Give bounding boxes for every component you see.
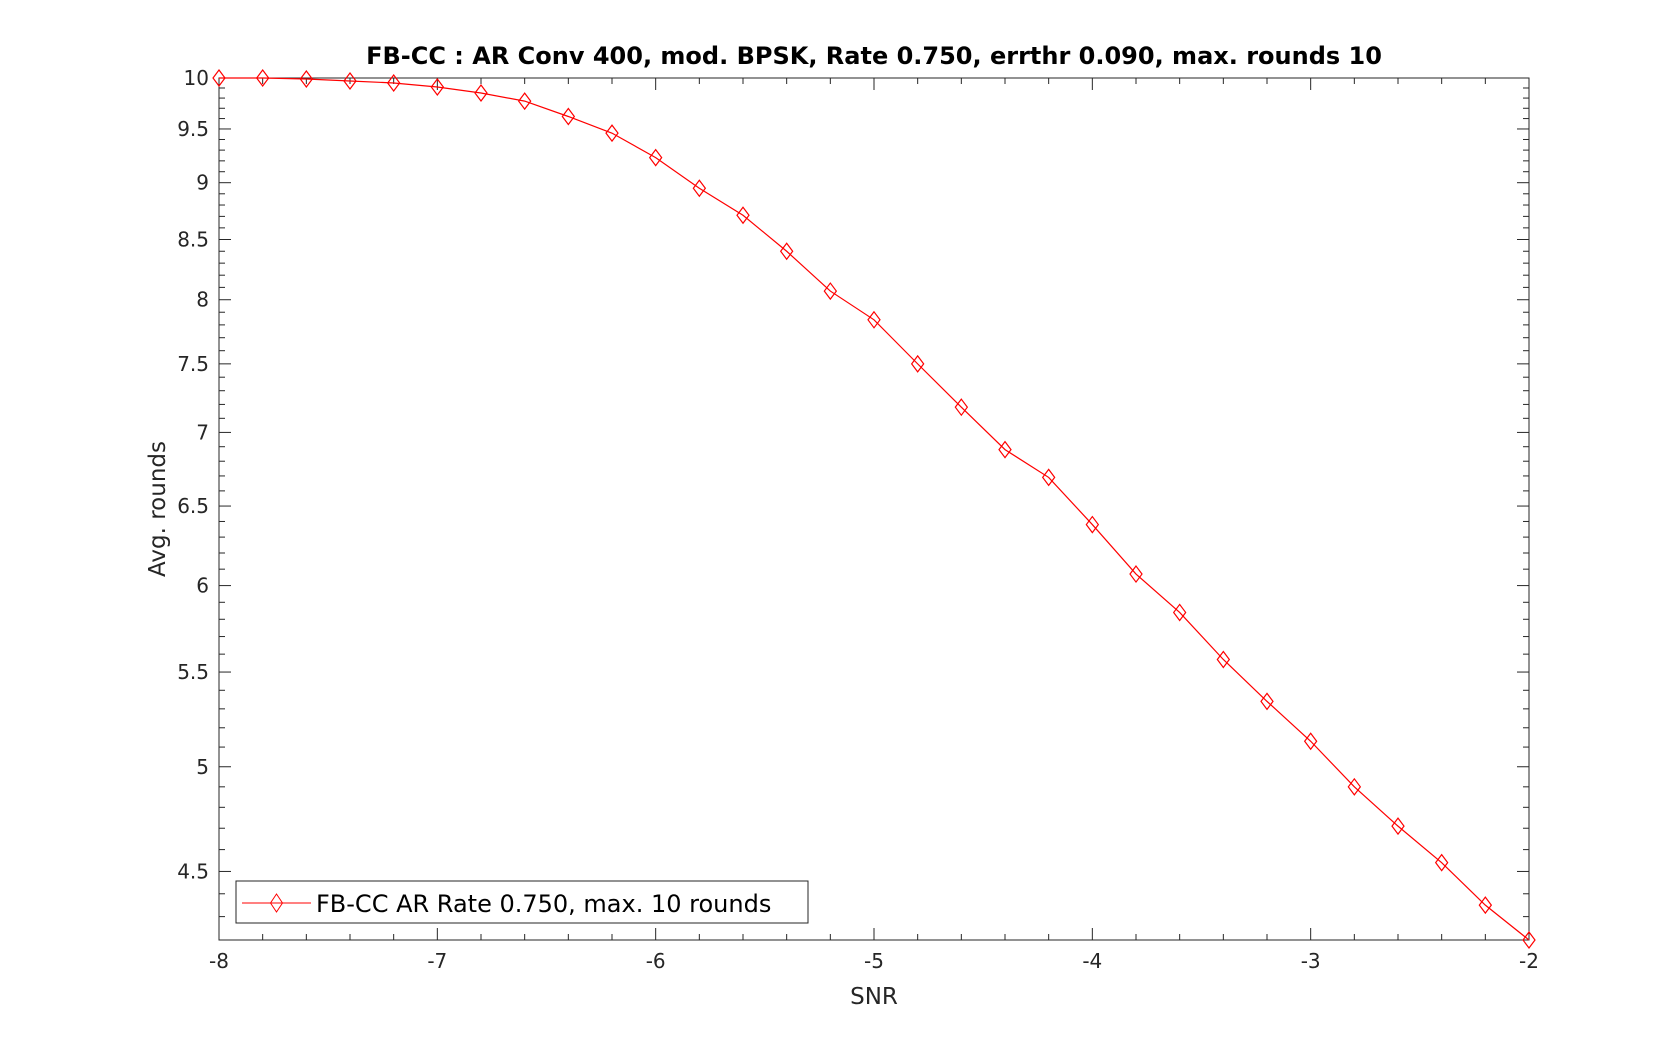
plot-frame	[218, 77, 1530, 941]
plot-area	[219, 78, 1529, 940]
data-point-diamond	[474, 84, 488, 103]
data-point-diamond	[910, 354, 925, 373]
data-point-diamond	[867, 310, 881, 329]
data-point-diamond	[1391, 817, 1405, 836]
data-point-diamond	[1522, 931, 1536, 949]
x-tick-label: -2	[1519, 949, 1539, 973]
data-point-diamond	[692, 179, 707, 198]
data-point-diamond	[386, 73, 401, 92]
data-point-diamond	[1172, 603, 1187, 622]
y-axis-label: Avg. rounds	[145, 441, 171, 577]
y-tick-label: 9.5	[177, 117, 209, 141]
legend-entry-label: FB-CC AR Rate 0.750, max. 10 rounds	[316, 890, 771, 918]
data-point-diamond	[255, 69, 270, 87]
series-line	[219, 77, 1530, 941]
data-point-diamond	[343, 71, 357, 90]
data-point-diamond	[605, 124, 619, 143]
data-point-diamond	[430, 77, 445, 96]
x-tick-label: -3	[1301, 949, 1321, 973]
data-point-diamond	[212, 69, 226, 87]
data-point-diamond	[998, 440, 1012, 459]
x-axis-label: SNR	[850, 984, 898, 1010]
data-point-diamond	[517, 92, 532, 111]
legend-box	[235, 880, 809, 924]
data-point-diamond	[823, 282, 838, 301]
data-point-diamond	[648, 148, 663, 167]
y-tick-label: 7	[196, 420, 209, 444]
legend-marker-diamond	[269, 893, 284, 913]
legend: FB-CC AR Rate 0.750, max. 10 rounds	[235, 880, 809, 924]
data-point-diamond	[1129, 565, 1143, 584]
x-tick-label: -5	[864, 949, 884, 973]
y-tick-label: 6	[196, 574, 209, 598]
data-point-diamond	[561, 107, 576, 126]
data-point-diamond	[736, 206, 750, 225]
data-point-diamond	[1260, 692, 1274, 711]
x-axis-ticks: -8 -7 -6 -5 -4 -3 -2	[209, 78, 1539, 973]
y-tick-label: 10	[184, 66, 209, 90]
data-point-diamond	[1347, 777, 1362, 796]
data-point-diamond	[1085, 515, 1100, 534]
data-point-diamond	[299, 69, 314, 88]
data-point-diamond	[779, 242, 794, 261]
y-tick-label: 8.5	[177, 227, 209, 251]
y-tick-label: 6.5	[177, 494, 209, 518]
y-tick-label: 5.5	[177, 660, 209, 684]
data-point-diamond	[954, 398, 969, 417]
data-point-diamond	[1478, 896, 1493, 915]
y-axis-ticks: 4.5 5 5.5 6 6.5 7 7.5 8 8.5 9 9.5 10	[177, 66, 1529, 918]
data-point-diamond	[1041, 468, 1056, 487]
y-tick-label: 8	[196, 288, 209, 312]
x-tick-label: -8	[209, 949, 229, 973]
chart-title: FB-CC : AR Conv 400, mod. BPSK, Rate 0.7…	[366, 42, 1382, 70]
y-tick-label: 5	[196, 755, 209, 779]
x-tick-label: -7	[427, 949, 447, 973]
series-layer	[212, 69, 1536, 949]
data-point-diamond	[1303, 732, 1318, 751]
data-point-diamond	[1434, 853, 1449, 872]
y-tick-label: 4.5	[177, 859, 209, 883]
y-tick-label: 7.5	[177, 352, 209, 376]
x-tick-label: -4	[1082, 949, 1102, 973]
y-tick-label: 9	[196, 171, 209, 195]
x-tick-label: -6	[646, 949, 666, 973]
data-point-diamond	[1216, 650, 1231, 669]
